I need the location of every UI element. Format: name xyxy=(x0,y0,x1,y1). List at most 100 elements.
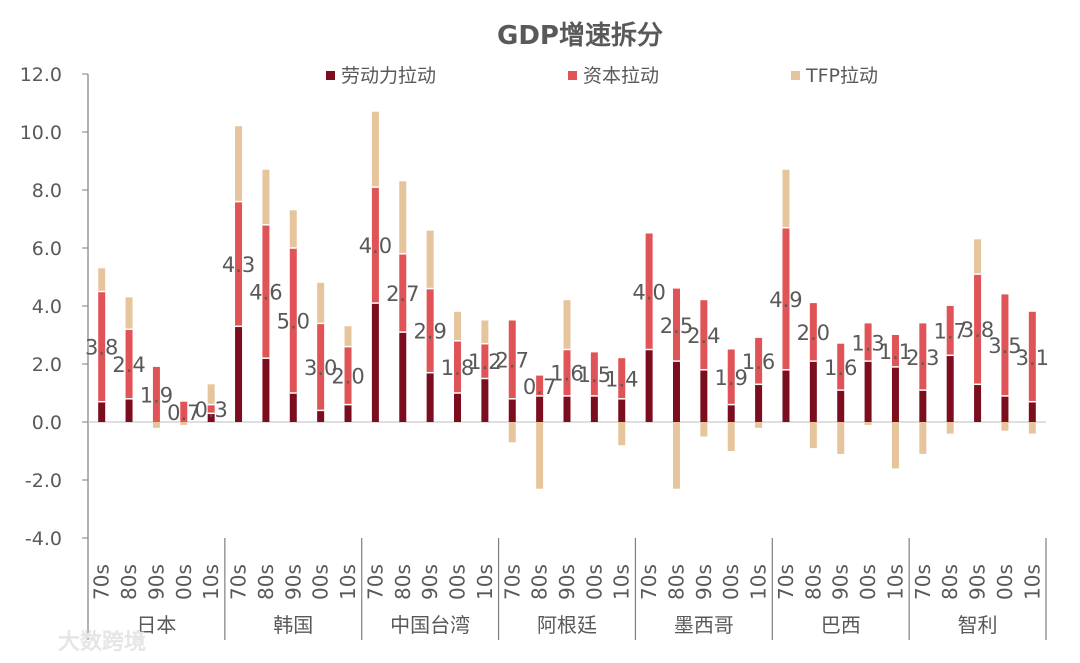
bar-tfp-negative xyxy=(809,422,817,449)
bar-tfp xyxy=(782,169,790,228)
bar-labor xyxy=(974,384,982,422)
bar-capital xyxy=(727,349,735,405)
data-label-capital: 1.8 xyxy=(441,356,474,380)
legend-label-capital: 资本拉动 xyxy=(583,65,659,87)
x-tick-label: 70s xyxy=(90,564,114,600)
bar-tfp-negative xyxy=(891,422,899,469)
data-label-capital: 4.9 xyxy=(769,288,802,312)
bar-capital xyxy=(974,274,982,385)
watermark-text: 大数跨境 xyxy=(58,629,146,655)
bar-tfp xyxy=(207,384,215,405)
data-label-capital: 1.3 xyxy=(851,331,884,355)
bar-capital xyxy=(919,323,927,391)
x-tick-label: 10s xyxy=(747,564,771,600)
bar-capital xyxy=(590,352,598,396)
bar-tfp-negative xyxy=(919,422,927,454)
bar-capital xyxy=(1028,311,1036,402)
data-label-capital: 1.4 xyxy=(605,368,638,392)
bar-tfp-negative xyxy=(1028,422,1036,434)
data-label-capital: 0.3 xyxy=(194,398,227,422)
legend: 劳动力拉动 资本拉动 TFP拉动 xyxy=(326,65,878,87)
bar-labor xyxy=(946,355,954,422)
bar-tfp-negative xyxy=(672,422,680,489)
data-label-capital: 2.9 xyxy=(413,320,446,344)
x-tick-label: 10s xyxy=(1020,564,1044,600)
data-label-capital: 3.8 xyxy=(961,318,994,342)
bar-tfp xyxy=(481,320,489,344)
data-label-capital: 3.5 xyxy=(988,334,1021,358)
bar-labor xyxy=(371,303,379,422)
bar-labor xyxy=(563,395,571,422)
bar-labor xyxy=(727,404,735,422)
x-tick-label: 90s xyxy=(555,564,579,600)
bar-labor xyxy=(399,332,407,422)
data-label-capital: 2.0 xyxy=(331,365,364,389)
data-label-capital: 0.7 xyxy=(167,401,200,425)
legend-swatch-capital xyxy=(568,71,577,80)
x-tick-label: 90s xyxy=(692,564,716,600)
x-tick-label: 00s xyxy=(856,564,880,600)
bar-capital xyxy=(755,337,763,385)
bar-capital xyxy=(672,288,680,362)
bar-tfp xyxy=(289,210,297,248)
data-label-capital: 3.8 xyxy=(85,336,118,360)
data-label-capital: 2.7 xyxy=(386,282,419,306)
bar-labor xyxy=(837,390,845,422)
bar-capital xyxy=(454,340,462,393)
bar-tfp-negative xyxy=(700,422,708,437)
bar-labor xyxy=(344,404,352,422)
data-label-capital: 4.6 xyxy=(249,281,282,305)
bar-capital xyxy=(125,329,133,399)
bar-capital xyxy=(98,291,106,402)
bar-labor xyxy=(235,326,243,422)
bar-tfp-negative xyxy=(152,422,160,428)
data-label-capital: 1.7 xyxy=(933,320,966,344)
bar-capital xyxy=(1001,294,1009,396)
group-label: 韩国 xyxy=(273,613,313,637)
bar-labor xyxy=(700,369,708,422)
bar-capital xyxy=(782,227,790,370)
bar-tfp-negative xyxy=(864,422,872,425)
x-tick-label: 90s xyxy=(144,564,168,600)
bar-labor xyxy=(207,413,215,422)
bar-tfp xyxy=(317,282,325,324)
x-tick-label: 80s xyxy=(117,564,141,600)
bar-labor xyxy=(289,393,297,422)
x-tick-label: 00s xyxy=(309,564,333,600)
data-label-capital: 2.7 xyxy=(496,349,529,373)
data-label-capital: 2.5 xyxy=(660,314,693,338)
bar-labor xyxy=(672,361,680,422)
bar-capital xyxy=(809,303,817,362)
bar-tfp xyxy=(399,181,407,254)
bar-labor xyxy=(454,393,462,422)
bar-labor xyxy=(317,410,325,422)
x-tick-label: 00s xyxy=(719,564,743,600)
legend-swatch-labor xyxy=(326,71,335,80)
chart-title: GDP增速拆分 xyxy=(497,20,663,51)
bar-capital xyxy=(700,300,708,370)
group-label: 巴西 xyxy=(821,613,861,637)
bar-labor xyxy=(426,372,434,422)
data-label-capital: 1.9 xyxy=(715,366,748,390)
x-tick-label: 10s xyxy=(199,564,223,600)
y-tick-label: 6.0 xyxy=(32,238,62,260)
bar-tfp xyxy=(371,111,379,188)
data-label-capital: 1.9 xyxy=(140,383,173,407)
x-tick-label: 00s xyxy=(172,564,196,600)
data-label-capital: 2.0 xyxy=(797,321,830,345)
bar-capital xyxy=(262,224,270,359)
bar-labor xyxy=(125,398,133,422)
bar-tfp-negative xyxy=(946,422,954,434)
bar-tfp xyxy=(426,230,434,289)
bar-capital xyxy=(235,201,243,327)
bar-capital xyxy=(344,346,352,405)
bar-capital xyxy=(426,288,434,373)
x-tick-label: 10s xyxy=(883,564,907,600)
bar-capital xyxy=(180,401,188,422)
bar-capital xyxy=(563,349,571,396)
bar-tfp-negative xyxy=(755,422,763,428)
bar-capital xyxy=(891,335,899,367)
x-tick-label: 80s xyxy=(391,564,415,600)
y-tick-label: 8.0 xyxy=(32,180,62,202)
bar-labor xyxy=(645,349,653,422)
